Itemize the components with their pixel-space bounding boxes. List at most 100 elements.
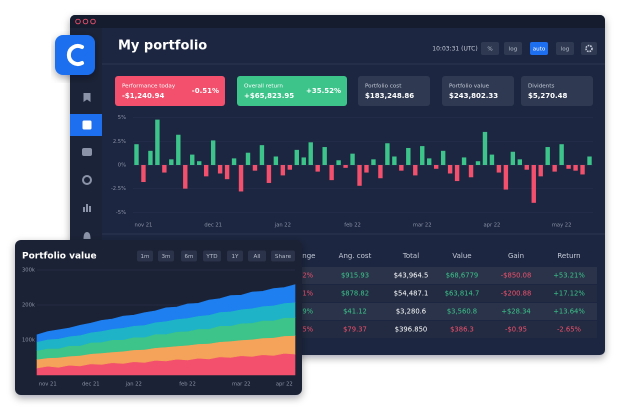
stat-value: $183,248.86 bbox=[365, 92, 414, 100]
stat-value: +$65,823.95 bbox=[244, 92, 294, 100]
table-cell: $915.93 bbox=[341, 272, 369, 280]
stat-value: $5,270.48 bbox=[528, 92, 568, 100]
bar bbox=[308, 142, 313, 165]
bar bbox=[287, 165, 293, 170]
bar bbox=[399, 165, 404, 171]
bar bbox=[385, 143, 390, 165]
stat-label: Portfolio cost bbox=[365, 84, 402, 90]
table-cell: +$28.34 bbox=[501, 308, 530, 316]
table-row bbox=[295, 267, 597, 284]
y-tick-label: -5% bbox=[116, 210, 126, 216]
icon-bell[interactable] bbox=[83, 232, 91, 239]
bar bbox=[350, 153, 355, 165]
bar bbox=[141, 165, 146, 183]
table-header: ange bbox=[298, 252, 315, 260]
bar bbox=[169, 159, 174, 165]
stat-card bbox=[442, 76, 514, 106]
icon-stats[interactable] bbox=[83, 204, 91, 212]
toggle-button[interactable] bbox=[504, 42, 522, 55]
logo[interactable] bbox=[55, 35, 95, 75]
y-tick-label: 5% bbox=[118, 115, 126, 121]
y-tick-label: 300k bbox=[22, 268, 35, 274]
bar bbox=[517, 159, 523, 165]
x-tick-label: dec 21 bbox=[204, 223, 222, 229]
range-button[interactable] bbox=[271, 250, 295, 262]
icon-settings[interactable] bbox=[82, 175, 92, 185]
toggle-label: % bbox=[487, 46, 492, 52]
range-label: YTD bbox=[205, 254, 217, 260]
stat-label: Portfolio value bbox=[449, 84, 490, 90]
settings-button[interactable] bbox=[581, 42, 597, 55]
area-series bbox=[36, 284, 296, 343]
bar bbox=[245, 152, 251, 165]
bar bbox=[392, 156, 397, 165]
bar bbox=[538, 165, 543, 177]
range-label: 1m bbox=[140, 254, 149, 260]
bar bbox=[134, 144, 139, 165]
y-tick-label: 2.5% bbox=[113, 139, 126, 145]
table-cell: +53.21% bbox=[553, 272, 585, 280]
range-button[interactable] bbox=[158, 250, 174, 262]
bar bbox=[371, 159, 376, 165]
x-tick-label: may 22 bbox=[552, 223, 572, 229]
window-dot[interactable] bbox=[75, 18, 81, 25]
y-tick-label: 100k bbox=[22, 338, 35, 344]
bar bbox=[482, 131, 488, 165]
bar bbox=[329, 165, 334, 181]
window-dot[interactable] bbox=[82, 18, 89, 25]
range-button[interactable] bbox=[181, 250, 197, 262]
table-cell: -$200.88 bbox=[501, 290, 532, 298]
toggle-button[interactable] bbox=[556, 42, 574, 55]
stat-change: +35.52% bbox=[306, 87, 341, 95]
bar bbox=[413, 165, 418, 176]
stat-card bbox=[521, 76, 593, 106]
range-label: 6m bbox=[184, 254, 193, 260]
range-button[interactable] bbox=[248, 250, 266, 262]
bar bbox=[183, 165, 188, 189]
stat-change: -0.51% bbox=[192, 87, 219, 95]
title-bar-fill bbox=[70, 23, 605, 28]
table-row bbox=[295, 321, 597, 338]
icon-portfolio[interactable] bbox=[82, 120, 92, 130]
table-cell: $41.12 bbox=[343, 308, 367, 316]
bar bbox=[447, 165, 453, 174]
range-button[interactable] bbox=[203, 250, 221, 262]
bar bbox=[503, 165, 509, 190]
range-label: 3m bbox=[161, 254, 170, 260]
table-cell: $3,280.6 bbox=[396, 308, 426, 316]
bar bbox=[238, 165, 244, 192]
bar bbox=[231, 158, 237, 165]
x-tick-label: feb 22 bbox=[179, 382, 196, 388]
bar bbox=[252, 165, 258, 171]
table-cell: $68,6779 bbox=[446, 272, 478, 280]
table-cell: -$850.08 bbox=[501, 272, 532, 280]
icon-bookmark[interactable] bbox=[83, 93, 91, 102]
range-button[interactable] bbox=[137, 250, 153, 262]
bar bbox=[197, 161, 202, 165]
table-cell: $878.82 bbox=[341, 290, 369, 298]
toggle-button[interactable] bbox=[530, 42, 548, 55]
range-button[interactable] bbox=[227, 250, 243, 262]
table-cell: $386.3 bbox=[450, 326, 474, 334]
range-label: Share bbox=[275, 254, 292, 260]
bar bbox=[343, 165, 348, 168]
bar bbox=[378, 165, 383, 179]
bar bbox=[301, 157, 306, 165]
table-cell: 19% bbox=[298, 308, 314, 316]
toggle-label: auto bbox=[533, 46, 546, 52]
window-dot[interactable] bbox=[90, 18, 96, 25]
toggle-label: log bbox=[509, 46, 518, 52]
bar bbox=[315, 165, 320, 172]
x-tick-label: feb 22 bbox=[344, 223, 361, 229]
bar bbox=[566, 165, 571, 169]
icon-chat[interactable] bbox=[82, 148, 92, 156]
bar bbox=[162, 165, 167, 173]
stat-value: $243,802.33 bbox=[449, 92, 498, 100]
table-cell: $43,964.5 bbox=[394, 272, 429, 280]
toggle-button[interactable] bbox=[481, 42, 499, 55]
bar bbox=[580, 165, 585, 175]
x-tick-label: apr 22 bbox=[484, 223, 501, 229]
x-tick-label: jan 22 bbox=[274, 223, 291, 229]
x-tick-label: nov 21 bbox=[135, 223, 153, 229]
